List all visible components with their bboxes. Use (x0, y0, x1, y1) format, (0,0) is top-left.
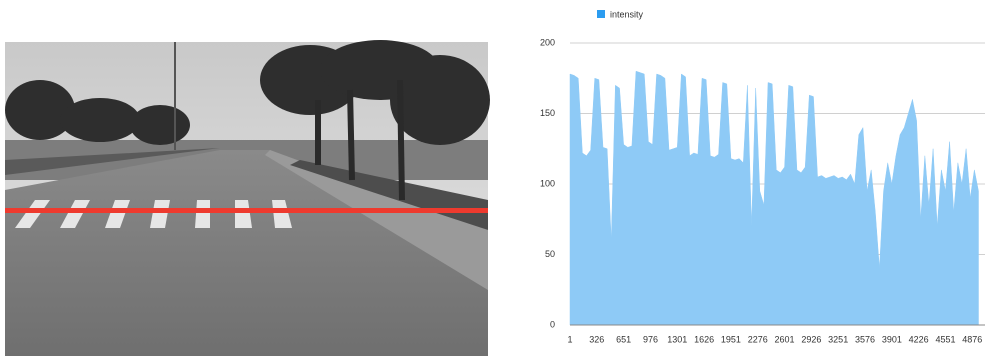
x-tick-label: 2601 (775, 334, 795, 344)
x-tick-label: 3576 (855, 334, 875, 344)
x-tick-label: 1 (567, 334, 572, 344)
x-tick-label: 4876 (962, 334, 982, 344)
chart: intensity 0 50 100 150 200 1 326 651 976 1301 1626… (540, 9, 985, 344)
x-tick-label: 2276 (748, 334, 768, 344)
x-tick-label: 3901 (882, 334, 902, 344)
x-tick-label: 2926 (801, 334, 821, 344)
x-tick-label: 976 (643, 334, 658, 344)
y-tick-label: 150 (540, 108, 555, 118)
x-tick-label: 326 (589, 334, 604, 344)
road-photo (5, 40, 490, 356)
x-tick-label: 4226 (909, 334, 929, 344)
x-tick-label: 3251 (828, 334, 848, 344)
x-tick-label: 1626 (694, 334, 714, 344)
y-tick-label: 100 (540, 178, 555, 188)
x-tick-label: 4551 (935, 334, 955, 344)
y-tick-label: 0 (550, 319, 555, 329)
x-tick-label: 1951 (721, 334, 741, 344)
area (569, 70, 979, 326)
x-tick-label: 1301 (667, 334, 687, 344)
legend-label: intensity (610, 9, 644, 19)
legend-swatch (597, 10, 605, 18)
y-tick-label: 50 (545, 249, 555, 259)
x-tick-label: 651 (616, 334, 631, 344)
y-tick-label: 200 (540, 37, 555, 47)
